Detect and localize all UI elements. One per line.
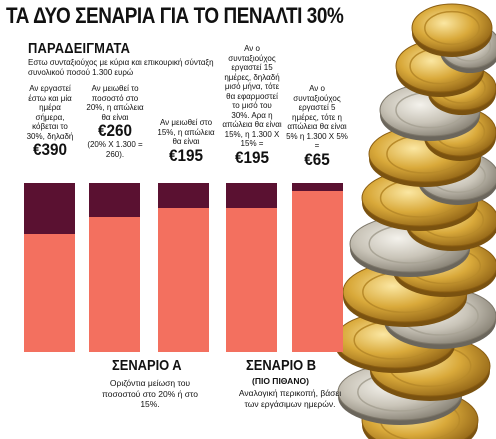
bar-label-2: Αν μειωθεί το ποσοστό στο 20%, η απώλεια… bbox=[84, 84, 146, 159]
bar-text: Αν ο συνταξιούχος εργαστεί 5 ημέρες, τότ… bbox=[286, 84, 348, 150]
bar-remaining-segment bbox=[89, 217, 140, 352]
bar-amount: €390 bbox=[32, 140, 68, 159]
bar-4 bbox=[226, 183, 277, 352]
bar-text: Αν μειωθεί στο 15%, η απώλεια θα είναι bbox=[157, 118, 215, 146]
bar-penalty-segment bbox=[89, 183, 140, 217]
bar-penalty-segment bbox=[24, 183, 75, 234]
section-title: ΠΑΡΑΔΕΙΓΜΑΤΑ bbox=[28, 40, 131, 57]
bar-label-1: Αν εργαστεί έστω και μία ημέρα σήμερα, κ… bbox=[24, 84, 76, 159]
bar-3 bbox=[158, 183, 209, 352]
bar-amount: €260 bbox=[97, 121, 133, 140]
scenario-b-subtitle: (ΠΙΟ ΠΙΘΑΝΟ) bbox=[252, 376, 309, 386]
bar-penalty-segment bbox=[158, 183, 209, 208]
scenario-b-desc: Αναλογική περικοπή, βάσει των εργάσιμων … bbox=[238, 388, 342, 409]
bar-remaining-segment bbox=[292, 191, 343, 352]
bar-amount: €195 bbox=[234, 147, 270, 167]
bar-2 bbox=[89, 183, 140, 352]
bar-remaining-segment bbox=[24, 234, 75, 352]
bar-penalty-segment bbox=[292, 183, 343, 191]
bar-label-4: Αν ο συνταξιούχος εργαστεί 15 ημέρες, δη… bbox=[222, 44, 282, 167]
bar-remaining-segment bbox=[226, 208, 277, 352]
bar-label-5: Αν ο συνταξιούχος εργαστεί 5 ημέρες, τότ… bbox=[286, 84, 348, 169]
bar-penalty-segment bbox=[226, 183, 277, 208]
bar-amount: €195 bbox=[168, 145, 204, 165]
intro-text: Εστω συνταξιούχος με κύρια και επικουρικ… bbox=[28, 58, 214, 77]
coin-icon bbox=[411, 3, 493, 57]
scenario-a-desc: Οριζόντια μείωση του ποσοστού στο 20% ή … bbox=[102, 378, 198, 409]
bar-amount: €65 bbox=[304, 149, 330, 169]
bar-text: Αν εργαστεί έστω και μία ημέρα σήμερα, κ… bbox=[26, 84, 74, 141]
infographic-title: ΤΑ ΔΥΟ ΣΕΝΑΡΙΑ ΓΙΑ ΤΟ ΠΕΝΑΛΤΙ 30% bbox=[6, 3, 344, 28]
bar-5 bbox=[292, 183, 343, 352]
bar-remaining-segment bbox=[158, 208, 209, 352]
bar-1 bbox=[24, 183, 75, 352]
bar-text: Αν μειωθεί το ποσοστό στο 20%, η απώλεια… bbox=[86, 84, 144, 122]
scenario-b-title: ΣΕΝΑΡΙΟ Β bbox=[246, 357, 317, 374]
bar-note: (20% Χ 1.300 = 260). bbox=[87, 140, 143, 159]
scenario-a-title: ΣΕΝΑΡΙΟ Α bbox=[112, 357, 182, 374]
bar-label-3: Αν μειωθεί στο 15%, η απώλεια θα είναι €… bbox=[156, 118, 216, 165]
bar-text: Αν ο συνταξιούχος εργαστεί 15 ημέρες, δη… bbox=[222, 44, 282, 148]
